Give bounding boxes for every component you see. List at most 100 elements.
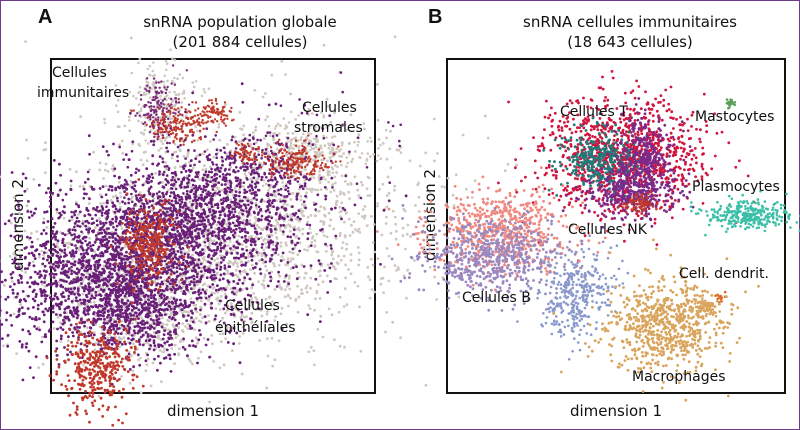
cell-point xyxy=(359,180,363,184)
cell-point xyxy=(153,279,157,283)
cell-point xyxy=(43,171,47,175)
cell-point xyxy=(252,210,256,214)
cell-point xyxy=(275,199,278,203)
cell-point xyxy=(433,159,436,163)
cell-point xyxy=(191,81,195,84)
cell-point xyxy=(255,232,259,236)
cell-point xyxy=(123,202,127,205)
cell-point xyxy=(64,287,67,291)
cell-point xyxy=(31,260,35,264)
cell-point xyxy=(104,184,108,188)
cell-point xyxy=(288,287,292,291)
cell-point xyxy=(76,224,80,228)
cell-point xyxy=(301,227,305,231)
cell-point xyxy=(110,185,114,189)
cell-point xyxy=(282,202,286,206)
cell-point xyxy=(143,298,147,301)
cell-point xyxy=(159,98,162,101)
cell-point xyxy=(30,240,34,244)
cell-point xyxy=(284,274,288,278)
cell-point xyxy=(242,185,245,188)
cell-point xyxy=(333,338,336,341)
cell-point xyxy=(30,214,34,217)
cell-point xyxy=(40,232,43,236)
cell-point xyxy=(220,188,224,192)
cell-point xyxy=(297,295,301,299)
cell-point xyxy=(289,259,292,263)
cell-point xyxy=(47,187,50,190)
cell-point xyxy=(32,264,36,268)
cell-point xyxy=(97,289,100,293)
cell-point xyxy=(330,262,333,265)
cell-point xyxy=(92,331,96,334)
cell-point xyxy=(10,276,14,280)
cell-point xyxy=(159,380,163,384)
cell-point xyxy=(200,193,203,197)
cell-point xyxy=(65,264,68,268)
cell-point xyxy=(13,217,17,220)
cell-point xyxy=(192,245,196,249)
cell-point xyxy=(249,145,253,149)
cell-point xyxy=(304,286,308,290)
cell-point xyxy=(336,262,340,265)
cell-point xyxy=(139,356,142,360)
cell-point xyxy=(176,242,180,246)
cell-point xyxy=(318,269,322,273)
cell-point xyxy=(118,345,122,348)
cell-point xyxy=(0,316,2,320)
cell-point xyxy=(32,178,36,181)
cell-point xyxy=(26,235,29,239)
cell-point xyxy=(321,230,325,234)
cell-point xyxy=(97,245,101,249)
cell-point xyxy=(226,244,230,248)
cell-point xyxy=(87,292,91,295)
cell-point xyxy=(105,217,109,221)
cell-point xyxy=(161,142,165,146)
cell-point xyxy=(186,155,189,158)
cell-point xyxy=(264,297,268,301)
cell-point xyxy=(165,285,169,288)
cell-point xyxy=(306,220,310,224)
cell-point xyxy=(65,242,68,245)
cell-point xyxy=(483,114,487,118)
cell-point xyxy=(369,140,373,143)
cell-point xyxy=(366,194,370,198)
cell-point xyxy=(182,89,186,93)
cell-point xyxy=(161,350,165,354)
cell-point xyxy=(393,35,397,39)
cell-point xyxy=(92,150,95,154)
cell-point xyxy=(187,357,191,361)
cell-point xyxy=(63,346,66,349)
cell-point xyxy=(246,293,250,297)
cell-point xyxy=(264,260,268,264)
cell-point xyxy=(137,119,140,123)
cell-point xyxy=(250,254,253,258)
cell-point xyxy=(277,339,281,343)
cell-point xyxy=(215,267,219,270)
cell-point xyxy=(363,215,367,218)
cell-point xyxy=(111,195,115,199)
cell-point xyxy=(86,312,90,316)
cell-point xyxy=(49,275,53,279)
cell-point xyxy=(376,202,380,205)
cell-point xyxy=(296,215,300,219)
cell-point xyxy=(153,357,156,361)
cell-point xyxy=(359,349,363,353)
cell-point xyxy=(203,290,207,294)
cell-point xyxy=(193,283,196,287)
cell-point xyxy=(266,205,270,209)
cell-point xyxy=(70,300,74,303)
cell-point xyxy=(227,262,230,265)
cell-point xyxy=(373,290,376,294)
cell-point xyxy=(158,170,162,174)
cell-point xyxy=(298,228,302,232)
cell-point xyxy=(424,151,428,155)
cell-point xyxy=(214,307,218,310)
cell-point xyxy=(185,277,188,280)
cell-point xyxy=(173,90,176,94)
cell-point xyxy=(171,153,174,157)
cell-point xyxy=(93,348,97,352)
cell-point xyxy=(123,245,127,249)
cell-point xyxy=(307,139,311,142)
cell-point xyxy=(451,193,455,197)
